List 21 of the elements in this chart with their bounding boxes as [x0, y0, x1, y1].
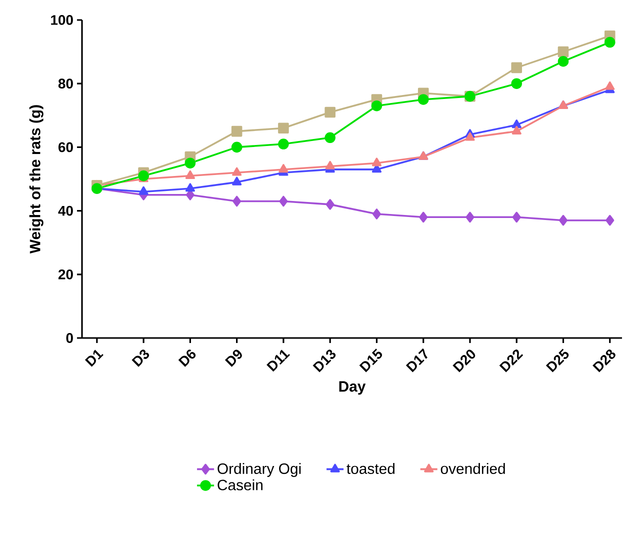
y-tick-label: 60 [58, 142, 73, 152]
legend-label: ovendried [440, 463, 505, 474]
y-tick-label: 100 [51, 15, 73, 25]
y-tick-label: 40 [58, 206, 73, 216]
x-tick-label: D9 [224, 350, 242, 367]
legend-label: Casein [218, 479, 262, 490]
y-tick-label: 80 [58, 78, 73, 89]
x-tick-label: D20 [452, 350, 476, 372]
x-tick-label: D13 [312, 350, 336, 372]
y-tick-label: 0 [66, 333, 73, 343]
y-axis-title: Weight of the rats (g) [29, 105, 44, 254]
x-tick-label: D22 [499, 350, 524, 372]
x-tick-label: D1 [84, 350, 104, 367]
x-axis-title: Day [339, 381, 366, 395]
x-tick-label: D6 [178, 350, 196, 367]
y-tick-label: 20 [58, 269, 73, 280]
x-tick-label: D11 [266, 350, 290, 372]
legend-label: toasted [346, 463, 394, 474]
legend-label: Ordinary Ogi [218, 463, 301, 477]
x-tick-label: D28 [592, 349, 616, 372]
x-tick-label: D3 [132, 350, 150, 367]
